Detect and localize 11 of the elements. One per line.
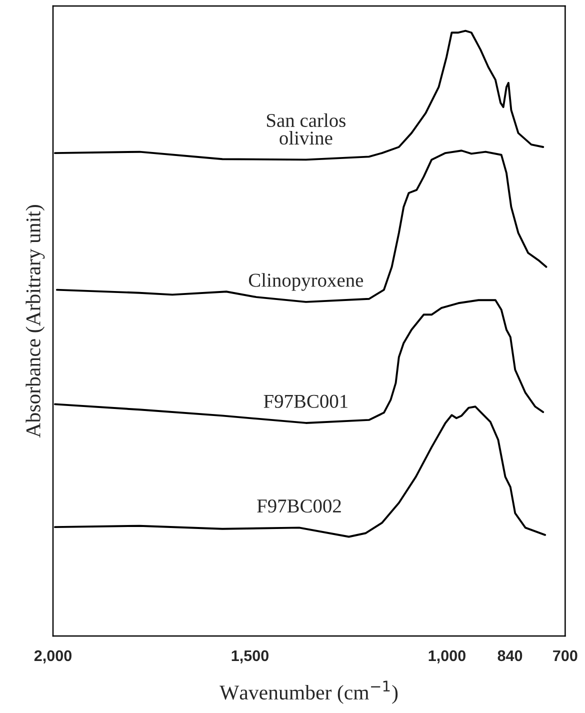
x-tick-label: 1,500 — [232, 650, 268, 664]
series-label: San carlos olivine — [267, 113, 346, 145]
x-tick-label: 1,000 — [428, 650, 466, 664]
series-label: F97BC002 — [257, 499, 341, 513]
series-label: Clinopyroxene — [248, 273, 364, 291]
x-tick-label: 2,000 — [34, 650, 72, 664]
y-axis-title: Absorbance (Arbitrary unit) — [26, 205, 45, 438]
x-tick-label: 700 — [553, 650, 578, 662]
x-axis-title: Wavenumber (cm$^{−1}$) — [220, 680, 398, 704]
x-tick-label: 840 — [498, 650, 522, 662]
series-label: F97BC001 — [264, 394, 348, 408]
